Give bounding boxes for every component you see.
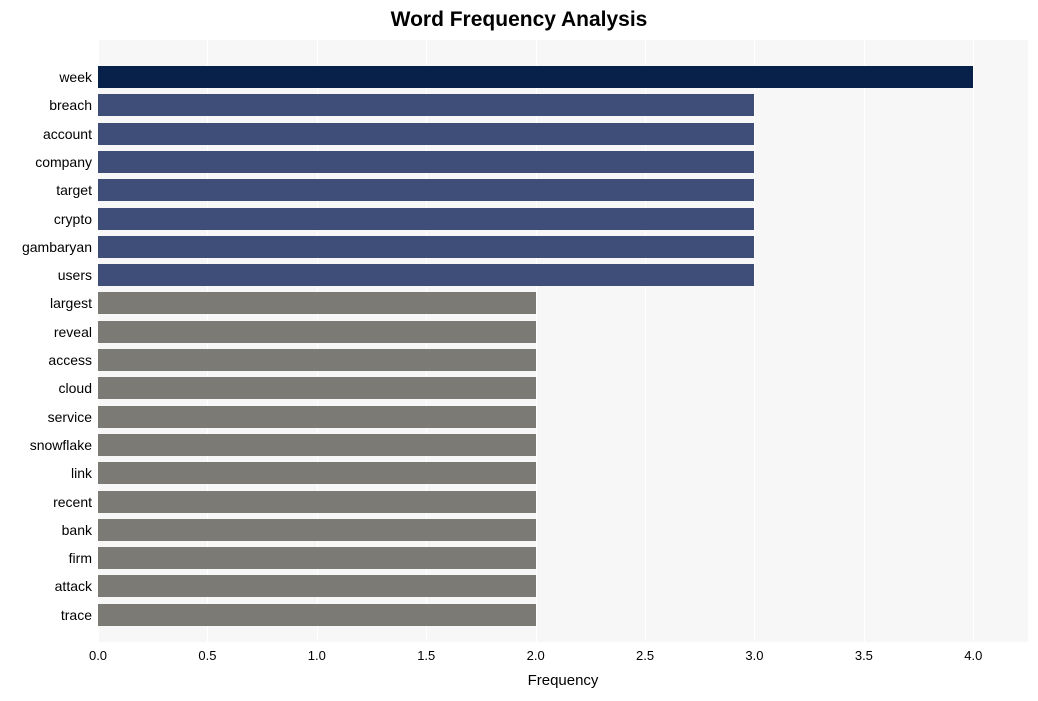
bar (98, 406, 536, 428)
bar (98, 94, 754, 116)
bar (98, 491, 536, 513)
grid-line (973, 40, 974, 642)
y-tick-label: firm (69, 547, 92, 569)
x-tick-label: 0.5 (198, 648, 216, 663)
bar (98, 179, 754, 201)
bar (98, 123, 754, 145)
x-tick-label: 1.0 (308, 648, 326, 663)
y-tick-label: attack (55, 575, 92, 597)
y-tick-label: company (35, 151, 92, 173)
x-tick-label: 4.0 (964, 648, 982, 663)
bar (98, 151, 754, 173)
bar (98, 377, 536, 399)
bar (98, 264, 754, 286)
y-tick-label: week (59, 66, 92, 88)
bar (98, 66, 973, 88)
bar (98, 575, 536, 597)
x-tick-label: 3.0 (745, 648, 763, 663)
x-axis-label: Frequency (528, 672, 599, 689)
bar (98, 349, 536, 371)
bar (98, 434, 536, 456)
plot-area: 0.00.51.01.52.02.53.03.54.0Frequencyweek… (98, 40, 1028, 642)
y-tick-label: reveal (54, 321, 92, 343)
y-tick-label: target (56, 179, 92, 201)
grid-line (864, 40, 865, 642)
y-tick-label: crypto (54, 208, 92, 230)
word-frequency-chart: Word Frequency Analysis 0.00.51.01.52.02… (0, 0, 1038, 701)
y-tick-label: link (71, 462, 92, 484)
bar (98, 236, 754, 258)
y-tick-label: gambaryan (22, 236, 92, 258)
x-tick-label: 0.0 (89, 648, 107, 663)
x-tick-label: 2.5 (636, 648, 654, 663)
y-tick-label: cloud (59, 377, 92, 399)
y-tick-label: recent (53, 491, 92, 513)
bar (98, 208, 754, 230)
y-tick-label: bank (62, 519, 92, 541)
bar (98, 519, 536, 541)
bar (98, 547, 536, 569)
bar (98, 462, 536, 484)
chart-title: Word Frequency Analysis (0, 8, 1038, 32)
x-tick-label: 2.0 (527, 648, 545, 663)
y-tick-label: service (48, 406, 92, 428)
y-tick-label: largest (50, 292, 92, 314)
x-tick-label: 1.5 (417, 648, 435, 663)
y-tick-label: users (58, 264, 92, 286)
y-tick-label: snowflake (30, 434, 92, 456)
x-tick-label: 3.5 (855, 648, 873, 663)
bar (98, 321, 536, 343)
bar (98, 292, 536, 314)
bar (98, 604, 536, 626)
y-tick-label: account (43, 123, 92, 145)
y-tick-label: access (48, 349, 92, 371)
y-tick-label: trace (61, 604, 92, 626)
y-tick-label: breach (49, 94, 92, 116)
grid-line (754, 40, 755, 642)
